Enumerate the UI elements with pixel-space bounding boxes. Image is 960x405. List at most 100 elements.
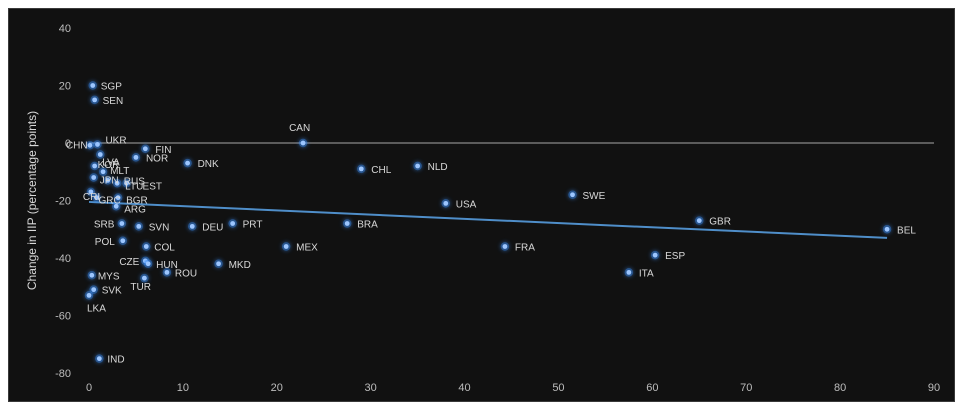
data-point (626, 269, 632, 275)
data-point (216, 261, 221, 267)
point-label: SVN (149, 222, 170, 233)
data-point (97, 152, 103, 157)
data-point (124, 180, 129, 186)
x-tick-label: 20 (271, 382, 283, 394)
point-label: MYS (98, 271, 120, 282)
y-tick-label: -60 (55, 311, 71, 323)
data-point (189, 223, 195, 229)
point-label: KOR (98, 160, 120, 171)
data-point (142, 146, 148, 152)
point-label: ITA (639, 268, 654, 279)
point-label: EST (143, 181, 162, 192)
data-point (113, 203, 119, 209)
data-point (145, 261, 151, 267)
point-label: LVA (102, 158, 120, 169)
chart-panel: 40 20 0 -20 -40 -60 -80 0 10 20 30 40 50 60 70 80 90 SG… (8, 8, 955, 402)
data-point (92, 97, 98, 103)
point-label: ROU (175, 268, 197, 279)
point-label: DEU (202, 222, 223, 233)
data-points (84, 81, 892, 363)
data-point (91, 287, 97, 293)
point-label: BRA (357, 220, 378, 231)
data-point (96, 356, 102, 362)
data-point (185, 160, 190, 166)
x-tick-label: 10 (177, 382, 189, 394)
data-point (141, 275, 147, 281)
point-label: IND (107, 355, 124, 366)
point-label: CHL (371, 165, 391, 176)
point-label: LTU (125, 181, 143, 192)
point-label: DNK (198, 159, 219, 170)
y-tick-label: 40 (59, 23, 71, 35)
point-label: HUN (156, 260, 178, 271)
point-label: BEL (897, 225, 916, 236)
data-point (92, 163, 98, 169)
data-point (300, 140, 306, 146)
y-tick-label: 0 (65, 138, 71, 150)
point-label: NLD (428, 162, 448, 173)
data-point (120, 238, 126, 244)
point-label: GBR (709, 217, 731, 228)
data-point (86, 292, 92, 298)
data-point (652, 252, 658, 258)
x-tick-label: 90 (928, 382, 940, 394)
point-label: MKD (229, 260, 251, 271)
x-tick-label: 0 (86, 382, 92, 394)
point-label: GRC (99, 196, 121, 207)
point-label: MEX (296, 243, 318, 254)
data-point (133, 154, 139, 160)
point-label: TUR (130, 282, 151, 293)
point-label: SGP (101, 82, 122, 93)
y-tick-label: -20 (55, 196, 71, 208)
point-label: NOR (146, 153, 168, 164)
y-tick-label: 20 (59, 81, 71, 93)
y-tick-label: -40 (55, 253, 71, 265)
point-label: MLT (110, 166, 129, 177)
data-point (94, 195, 99, 201)
point-label: SEN (103, 96, 124, 107)
point-label: BGR (126, 196, 148, 207)
data-point (89, 272, 95, 278)
data-point (358, 166, 364, 172)
x-tick-label: 30 (365, 382, 377, 394)
data-point (502, 244, 508, 249)
y-tick-label: -80 (55, 368, 71, 380)
point-label: JPN (100, 176, 119, 187)
y-axis-title: Change in IIP (percentage points) (25, 111, 39, 290)
data-point (91, 175, 97, 180)
data-point (119, 221, 125, 226)
data-point (115, 195, 121, 201)
data-point (105, 177, 111, 183)
scatter-chart: 40 20 0 -20 -40 -60 -80 0 10 20 30 40 50 60 70 80 90 SG… (25, 23, 940, 394)
x-tick-label: 60 (646, 382, 658, 394)
point-label: SVK (102, 286, 122, 297)
point-label: CHN (66, 140, 88, 151)
data-point (344, 221, 350, 226)
point-label: CRI (83, 192, 100, 203)
point-labels: SGP SEN CAN UKR CHN FIN LVA NOR DNK NLD CHL KORMLTJ… (66, 82, 916, 366)
data-point (696, 218, 702, 224)
y-axis-ticks: 40 20 0 -20 -40 -60 -80 (55, 23, 71, 380)
point-label: UKR (105, 135, 126, 146)
point-label: CAN (289, 123, 310, 134)
data-point (100, 169, 106, 175)
x-tick-label: 40 (458, 382, 470, 394)
data-point (415, 163, 421, 169)
data-point (230, 221, 236, 226)
data-point (95, 142, 100, 147)
data-point (570, 192, 575, 198)
point-label: CZE (119, 257, 139, 268)
point-label: FIN (155, 145, 171, 156)
data-point (143, 244, 149, 249)
point-label: POL (95, 237, 115, 248)
data-point (114, 180, 120, 186)
point-label: PRT (243, 220, 263, 231)
data-point (88, 189, 94, 195)
data-point (87, 142, 93, 148)
data-point (164, 269, 170, 275)
data-point (90, 83, 96, 88)
point-label: FRA (515, 243, 535, 254)
x-tick-label: 80 (834, 382, 846, 394)
point-label: RUS (124, 176, 145, 187)
point-label: ESP (665, 251, 685, 262)
